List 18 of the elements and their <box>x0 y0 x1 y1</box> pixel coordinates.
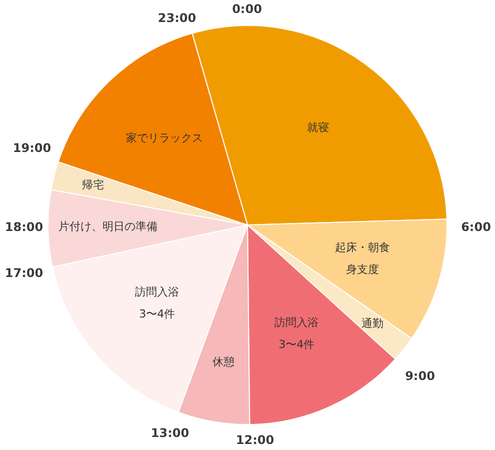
text: 19:00 <box>12 141 52 155</box>
slice-label: 家でリラックス <box>126 131 204 144</box>
text: 0:00 <box>232 2 262 16</box>
text: 9:00 <box>405 369 435 383</box>
slice-label: 起床・朝食身支度 <box>334 240 390 276</box>
slice-label: 通勤 <box>362 317 384 330</box>
text: 12:00 <box>236 433 274 447</box>
slice-label: 片付け、明日の準備 <box>58 220 158 234</box>
text: 18:00 <box>4 220 44 234</box>
slice-label: 休憩 <box>212 355 235 368</box>
text: 23:00 <box>158 11 196 25</box>
slice-label: 就寝 <box>307 121 330 134</box>
text: 17:00 <box>4 266 44 280</box>
text: 6:00 <box>461 220 491 234</box>
slice-label: 訪問入浴3〜4件 <box>135 285 180 320</box>
slice-label: 訪問入浴3〜4件 <box>274 316 319 352</box>
slice-label: 帰宅 <box>82 178 104 192</box>
text: 13:00 <box>150 426 190 440</box>
